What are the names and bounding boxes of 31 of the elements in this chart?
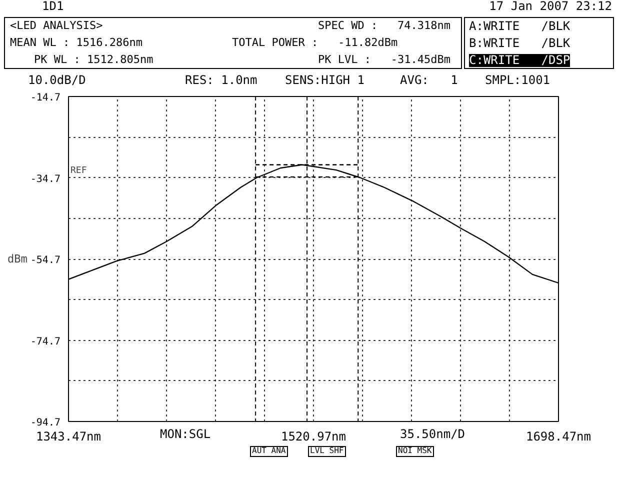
text: A:WRITE /BLK: [469, 19, 570, 34]
y-axis-title: dBm: [8, 252, 28, 266]
x-tick-label: 1343.47nm: [36, 430, 102, 444]
text: <LED ANALYSIS>: [10, 19, 103, 32]
y-tick-label: -54.7: [30, 255, 61, 266]
text: TOTAL POWER : -11.82dBm: [232, 36, 398, 50]
text: SPEC WD : 74.318nm: [318, 19, 450, 32]
text: 1D1: [42, 0, 64, 14]
annotation: REF: [70, 166, 87, 176]
text: 10.0dB/D: [28, 73, 86, 88]
text: 17 Jan 2007 23:12: [489, 0, 612, 14]
text: NOI MSK: [396, 446, 434, 457]
text: MEAN WL : 1516.286nm: [10, 36, 142, 50]
x-tick-label: 1698.47nm: [526, 430, 592, 444]
y-tick-label: -74.7: [30, 336, 61, 348]
text: SENS:HIGH 1: [285, 73, 364, 88]
text: AUT ANA: [250, 446, 288, 457]
text: RES: 1.0nm: [185, 73, 258, 88]
x-axis-title: 35.50nm/D: [400, 427, 466, 442]
text: AVG: 1: [400, 73, 458, 88]
y-tick-label: -14.7: [30, 92, 61, 104]
text: SMPL:1001: [485, 73, 550, 88]
y-tick-label: -34.7: [30, 174, 61, 185]
y-tick-label: -94.7: [30, 418, 61, 428]
text: B:WRITE /BLK: [469, 36, 570, 50]
text: PK WL : 1512.805nm: [34, 53, 154, 66]
text: LVL SHF: [308, 446, 346, 457]
text: MON:SGL: [160, 427, 211, 442]
text: PK LVL : -31.45dBm: [318, 53, 450, 66]
text: C:WRITE /DSP: [469, 53, 570, 68]
x-tick-label: 1520.97nm: [280, 430, 346, 444]
